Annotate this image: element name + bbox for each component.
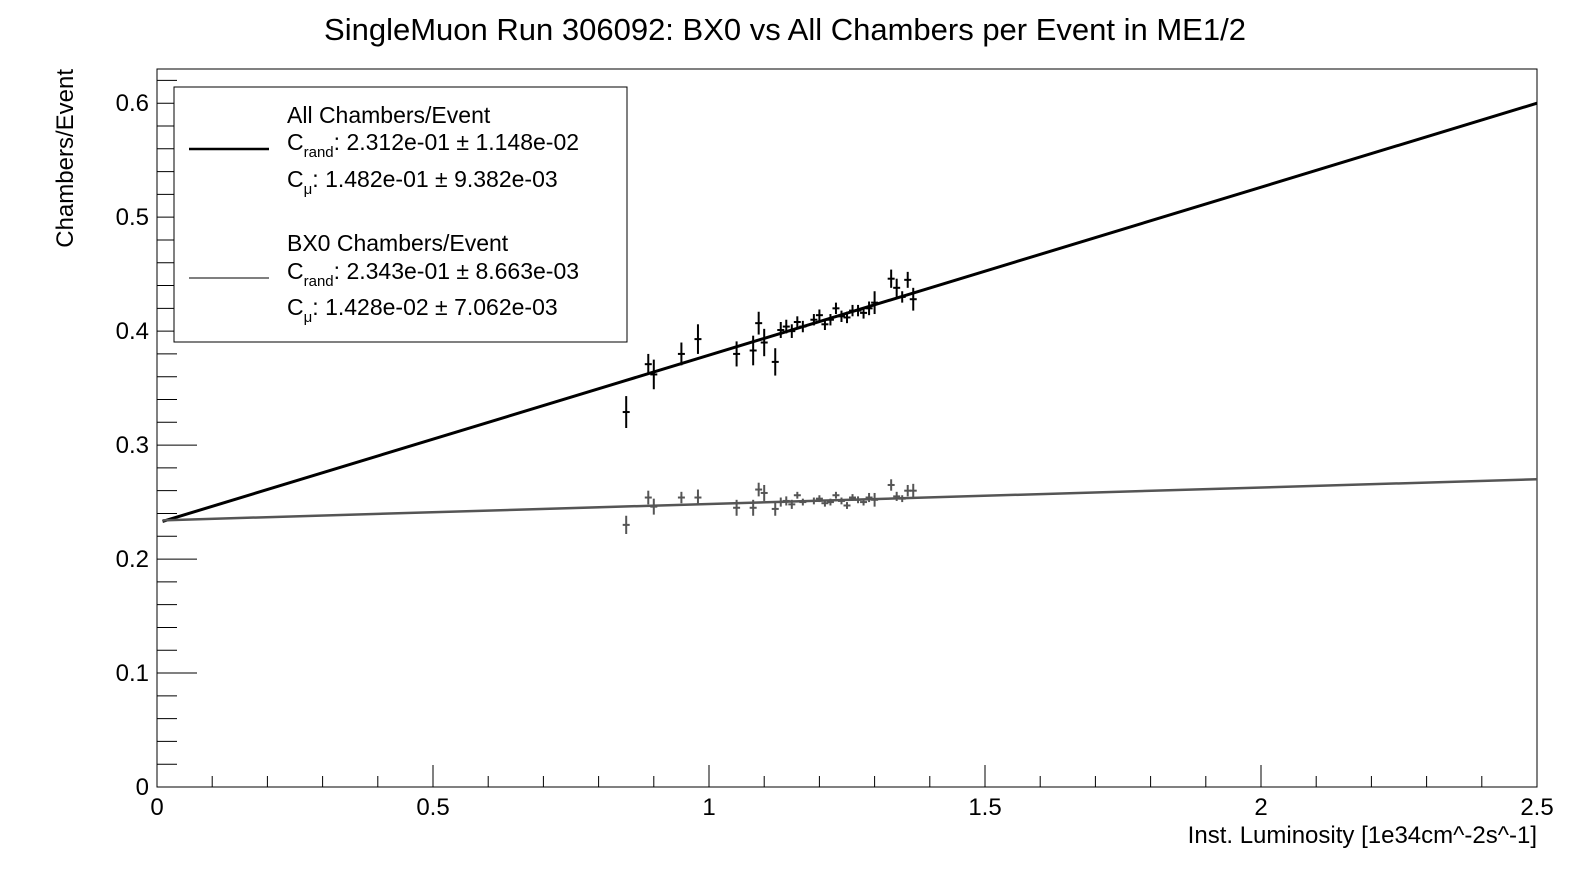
- x-tick-label: 2.5: [1520, 794, 1553, 821]
- x-tick-label: 1.5: [968, 794, 1001, 821]
- data-point: [837, 310, 845, 323]
- data-point: [810, 314, 818, 326]
- data-point: [799, 498, 807, 506]
- data-point: [788, 499, 796, 509]
- data-point: [865, 301, 873, 316]
- data-point: [826, 498, 834, 506]
- data-point: [893, 491, 901, 501]
- y-tick-label: 0.6: [116, 90, 149, 117]
- data-point: [821, 318, 829, 330]
- legend-box: [173, 86, 628, 343]
- data-point: [810, 497, 818, 505]
- data-point: [815, 309, 823, 321]
- data-point: [909, 287, 917, 311]
- data-point: [733, 341, 741, 367]
- data-point: [650, 359, 658, 390]
- data-points: [622, 269, 917, 534]
- data-point: [815, 495, 823, 503]
- data-point: [843, 502, 851, 509]
- data-point: [777, 322, 785, 338]
- data-point: [749, 335, 757, 366]
- data-point: [843, 311, 851, 324]
- legend-all-cmu: Cμ: 1.482e-01 ± 9.382e-03: [287, 166, 558, 198]
- data-point: [904, 271, 912, 288]
- x-tick-label: 0: [150, 794, 163, 821]
- data-point: [871, 492, 879, 507]
- data-point: [650, 498, 658, 515]
- data-point: [849, 494, 857, 501]
- data-point: [860, 498, 868, 506]
- y-tick-label: 0.2: [116, 546, 149, 573]
- data-point: [788, 324, 796, 338]
- x-tick-label: 0.5: [416, 794, 449, 821]
- fit-line-all: [162, 101, 1538, 523]
- data-point: [771, 348, 779, 376]
- fit-line-bx0: [162, 478, 1538, 522]
- data-point: [733, 499, 741, 516]
- x-tick-label: 1: [702, 794, 715, 821]
- y-axis-label: Chambers/Event: [52, 69, 79, 248]
- x-axis-label: Inst. Luminosity [1e34cm^-2s^-1]: [1188, 822, 1537, 849]
- data-point: [694, 489, 702, 506]
- y-tick-label: 0.3: [116, 432, 149, 459]
- data-point: [760, 484, 768, 501]
- data-point: [677, 342, 685, 366]
- data-point: [854, 304, 862, 317]
- data-point: [854, 496, 862, 504]
- data-point: [771, 502, 779, 516]
- legend-label-bx0: BX0 Chambers/Event: [287, 230, 509, 256]
- data-point: [909, 483, 917, 498]
- data-point: [749, 499, 757, 516]
- data-point: [893, 278, 901, 297]
- data-point: [837, 497, 845, 505]
- y-tick-label: 0.5: [116, 204, 149, 231]
- data-point: [760, 328, 768, 357]
- legend-label-all: All Chambers/Event: [287, 102, 491, 128]
- data-point: [865, 492, 873, 503]
- legend-bx0-cmu: Cμ: 1.428e-02 ± 7.062e-03: [287, 294, 558, 326]
- data-point: [832, 491, 840, 499]
- data-point: [644, 490, 652, 505]
- data-point: [694, 324, 702, 354]
- y-tick-labels: 0 0.1 0.2 0.3 0.4 0.5 0.6: [116, 90, 149, 801]
- data-point: [755, 311, 763, 335]
- data-point: [755, 482, 763, 497]
- legend: All Chambers/Event Crand: 2.312e-01 ± 1.…: [173, 86, 628, 343]
- data-point: [793, 491, 801, 499]
- data-point: [799, 320, 807, 333]
- y-tick-label: 0.4: [116, 318, 149, 345]
- fit-lines: [162, 101, 1538, 523]
- data-point: [898, 291, 906, 303]
- data-point: [622, 396, 630, 428]
- data-point: [887, 269, 895, 288]
- chart-title: SingleMuon Run 306092: BX0 vs All Chambe…: [324, 12, 1246, 47]
- data-point: [644, 353, 652, 375]
- data-point: [622, 515, 630, 534]
- legend-all-crand: Crand: 2.312e-01 ± 1.148e-02: [287, 129, 579, 161]
- data-point: [777, 497, 785, 507]
- data-point: [782, 319, 790, 334]
- data-point: [887, 479, 895, 491]
- data-point: [860, 307, 868, 319]
- data-point: [871, 291, 879, 315]
- axis-ticks: [156, 79, 1538, 788]
- data-point: [782, 496, 790, 506]
- plot-frame: [156, 68, 1538, 788]
- data-point: [677, 491, 685, 504]
- x-tick-label: 2: [1254, 794, 1267, 821]
- data-point: [832, 302, 840, 315]
- data-point: [898, 495, 906, 503]
- data-point: [821, 499, 829, 507]
- y-tick-label: 0.1: [116, 660, 149, 687]
- y-tick-label: 0: [136, 774, 149, 801]
- legend-bx0-crand: Crand: 2.343e-01 ± 8.663e-03: [287, 258, 579, 290]
- data-point: [793, 316, 801, 328]
- data-point: [826, 314, 834, 326]
- x-tick-labels: 0 0.5 1 1.5 2 2.5: [150, 794, 1553, 821]
